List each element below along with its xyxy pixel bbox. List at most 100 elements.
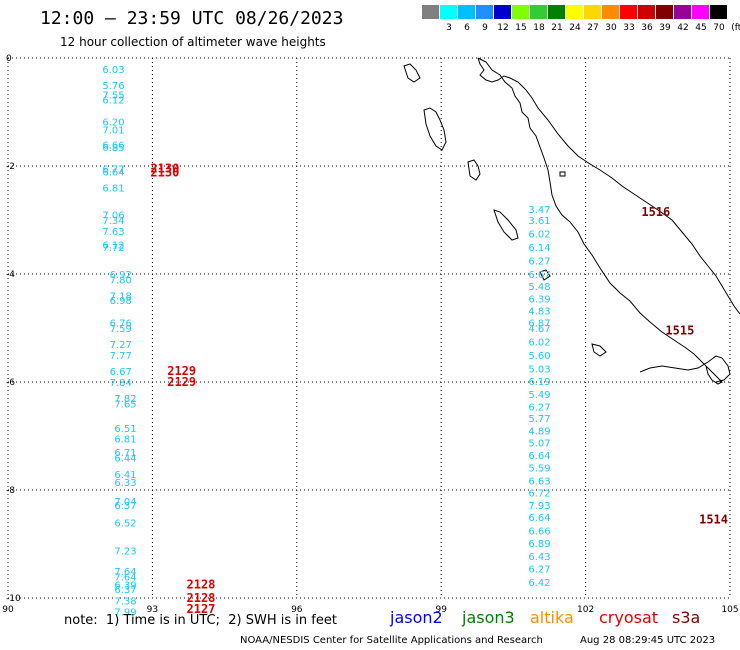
x-tick-label: 102	[577, 605, 594, 615]
enggano-island	[539, 269, 551, 281]
swh-value: 6.20	[102, 118, 124, 129]
swh-value: 7.55	[102, 91, 124, 102]
swh-value: 4.89	[528, 427, 550, 438]
legend-swatch	[638, 5, 656, 19]
swh-value: 5.59	[528, 463, 550, 474]
footer-timestamp: Aug 28 08:29:45 UTC 2023	[580, 635, 716, 646]
swh-value: 7.84	[110, 378, 132, 389]
legend-label: 45	[695, 23, 707, 33]
swh-value: 5.49	[528, 390, 550, 401]
legend-label: 27	[587, 23, 599, 33]
legend-label: 42	[677, 23, 689, 33]
swh-value: 6.98	[110, 296, 132, 307]
swh-value: 7.64	[114, 567, 136, 578]
swh-value: 6.39	[528, 294, 550, 305]
sumatra-north-coast	[477, 57, 740, 315]
swh-value: 6.81	[114, 435, 136, 446]
legend-label: 15	[515, 23, 527, 33]
axis-labels: 90 93 96 99 102 105 0 -2 -4 -6 -8 -10	[2, 54, 738, 615]
legend-swatch	[566, 5, 584, 19]
swh-value: 7.99	[114, 608, 136, 619]
swh-value: 6.12	[102, 240, 124, 251]
swh-value: 6.66	[528, 527, 550, 538]
y-tick-label: -6	[6, 378, 15, 388]
swh-value: 5.77	[528, 414, 550, 425]
x-tick-label: 96	[291, 605, 303, 615]
swh-value: 5.76	[102, 81, 124, 92]
legend-label: 6	[464, 23, 470, 33]
swh-value: 3.61	[528, 216, 550, 227]
legend-swatch	[440, 5, 458, 19]
swh-value: 6.89	[528, 539, 550, 550]
swh-value: 7.93	[528, 501, 550, 512]
legend-swatch	[656, 5, 674, 19]
swh-value: 6.41	[114, 470, 136, 481]
legend-swatch	[512, 5, 530, 19]
legend-swatch	[584, 5, 602, 19]
legend-swatch	[692, 5, 710, 19]
swh-value: 7.38	[114, 597, 136, 608]
swh-value: 7.34	[102, 216, 124, 227]
java-coast	[639, 355, 731, 383]
swh-value: 6.03	[102, 65, 124, 76]
swh-value: 6.76	[110, 319, 132, 330]
pass-time-tag: 1515	[665, 324, 694, 338]
legend-swatch	[530, 5, 548, 19]
legend-unit: (ft)	[731, 23, 740, 33]
page-title: 12:00 – 23:59 UTC 08/26/2023	[40, 8, 344, 29]
swh-value: 6.43	[528, 552, 550, 563]
x-tick-label: 90	[2, 605, 14, 615]
swh-value: 5.60	[528, 351, 550, 362]
mission-label: jason3	[462, 608, 515, 627]
y-tick-label: -4	[6, 270, 15, 280]
swh-value: 6.64	[528, 451, 550, 462]
pass-time-tag: 1516	[641, 205, 670, 219]
legend-label: 21	[551, 23, 563, 33]
y-tick-label: -10	[6, 594, 21, 604]
legend-swatch	[422, 5, 440, 19]
legend-label: 18	[533, 23, 545, 33]
swh-value: 7.06	[102, 211, 124, 222]
swh-value: 4.83	[528, 307, 550, 318]
legend-swatch	[710, 5, 728, 19]
mentawai-island	[493, 209, 519, 241]
mission-label: s3a	[672, 608, 701, 627]
siberut-island	[467, 159, 481, 181]
small-island	[559, 171, 566, 177]
swh-value: 7.01	[102, 125, 124, 136]
nias-island	[423, 107, 447, 151]
swh-value: 6.92	[110, 270, 132, 281]
swh-value: 6.19	[528, 377, 550, 388]
legend-label: 70	[713, 23, 725, 33]
pass-time-tag: 2127	[187, 602, 216, 616]
legend-label: 36	[641, 23, 653, 33]
swh-value: 6.77	[102, 165, 124, 176]
legend-label: 24	[569, 23, 581, 33]
legend-swatch	[494, 5, 512, 19]
swh-value: 7.27	[110, 340, 132, 351]
swh-value: 6.64	[102, 167, 124, 178]
legend-label: 9	[482, 23, 488, 33]
swh-value: 6.64	[528, 513, 550, 524]
swh-value: 7.04	[114, 497, 136, 508]
legend-swatch	[476, 5, 494, 19]
legend-label: 30	[605, 23, 617, 33]
swh-value: 6.39	[114, 581, 136, 592]
swh-value: 7.64	[114, 572, 136, 583]
swh-value: 7.23	[114, 546, 136, 557]
legend-swatch	[602, 5, 620, 19]
swh-value: 6.42	[528, 578, 550, 589]
swh-value: 7.77	[110, 351, 132, 362]
sumatra-coast	[477, 57, 723, 385]
swh-value: 6.27	[528, 257, 550, 268]
y-tick-label: -2	[6, 162, 15, 172]
pass-time-tag: 2128	[187, 578, 216, 592]
y-tick-label: -8	[6, 486, 15, 496]
y-tick-label: 0	[6, 54, 12, 64]
x-tick-label: 105	[721, 605, 738, 615]
swh-value: 6.87	[528, 319, 550, 330]
mission-label: jason2	[390, 608, 443, 627]
pass-time-tag: 2129	[167, 375, 196, 389]
